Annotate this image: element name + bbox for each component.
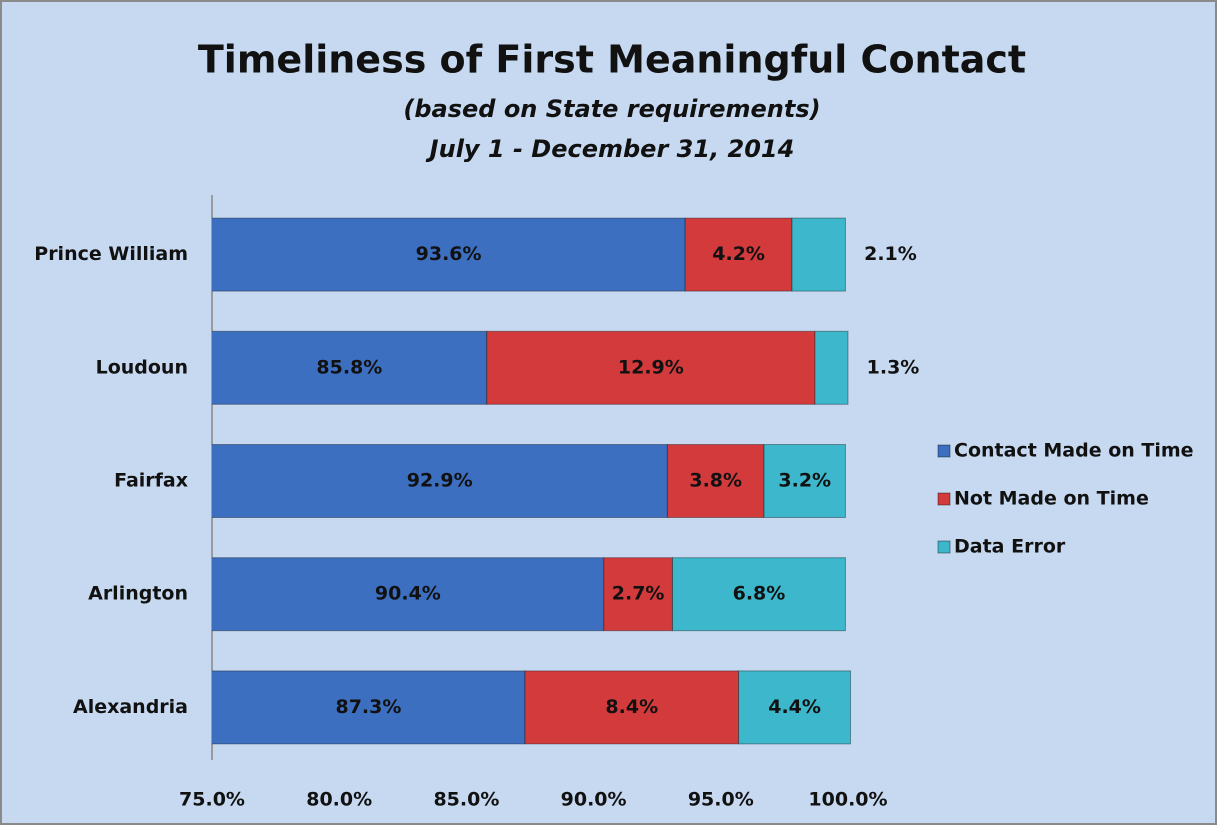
data-label: 1.3%: [867, 356, 920, 378]
data-label: 2.1%: [864, 243, 917, 265]
bar-segment: [791, 217, 846, 292]
data-label: 93.6%: [416, 243, 482, 265]
bar-segment: [666, 444, 765, 518]
legend-label: Not Made on Time: [954, 488, 1149, 510]
x-tick-label: 95.0%: [688, 789, 754, 811]
x-tick-label: 85.0%: [433, 789, 499, 811]
x-tick-label: 90.0%: [561, 789, 627, 811]
legend-label: Data Error: [954, 536, 1066, 558]
x-tick-label: 75.0%: [179, 789, 245, 811]
bar-segment: [763, 444, 846, 518]
bar-segment: [603, 557, 673, 632]
legend-swatch: [937, 492, 951, 506]
legend-swatch: [937, 540, 951, 554]
category-label: Arlington: [88, 583, 188, 605]
date-range: July 1 - December 31, 2014: [426, 135, 795, 163]
plot-area: [212, 217, 852, 745]
legend-label: Contact Made on Time: [954, 440, 1194, 462]
data-label: 90.4%: [375, 583, 441, 605]
data-label: 6.8%: [733, 583, 786, 605]
data-label: 3.2%: [778, 470, 831, 492]
data-label: 85.8%: [316, 356, 382, 378]
category-label: Fairfax: [114, 470, 188, 492]
bar-segment: [212, 330, 488, 405]
bar-segment: [486, 330, 816, 405]
data-label: 87.3%: [335, 696, 401, 718]
bar-segment: [212, 557, 605, 632]
data-label: 3.8%: [689, 470, 742, 492]
data-label: 12.9%: [618, 356, 684, 378]
category-label: Prince William: [34, 243, 188, 265]
data-label: 92.9%: [407, 470, 473, 492]
legend-swatch: [937, 444, 951, 458]
chart-title: Timeliness of First Meaningful Contact: [198, 38, 1026, 82]
data-label: 8.4%: [605, 696, 658, 718]
x-tick-label: 100.0%: [808, 789, 887, 811]
bar-segment: [738, 670, 852, 745]
category-label: Alexandria: [73, 696, 188, 718]
bar-segment: [814, 330, 849, 405]
category-label: Loudoun: [96, 356, 188, 378]
x-tick-label: 80.0%: [306, 789, 372, 811]
data-label: 4.4%: [768, 696, 821, 718]
data-label: 4.2%: [712, 243, 765, 265]
data-label: 2.7%: [612, 583, 665, 605]
bar-segment: [671, 557, 846, 632]
bar-segment: [684, 217, 793, 292]
chart-subtitle: (based on State requirements): [403, 95, 820, 123]
